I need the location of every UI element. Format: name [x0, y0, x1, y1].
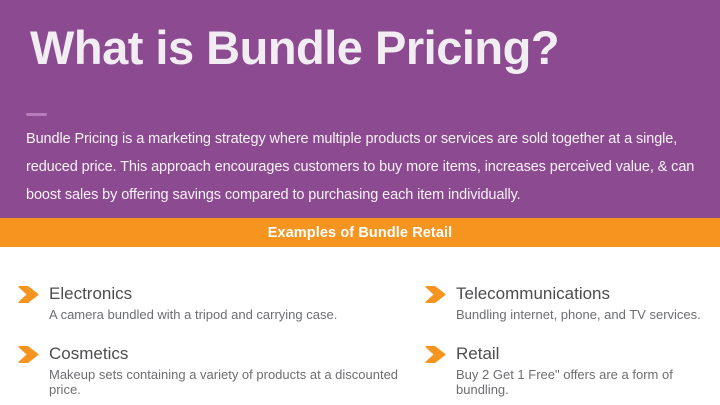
example-text: Cosmetics Makeup sets containing a varie… — [49, 345, 425, 397]
example-description: Makeup sets containing a variety of prod… — [49, 367, 399, 397]
example-item-retail: Retail Buy 2 Get 1 Free" offers are a fo… — [425, 345, 720, 397]
example-description: A camera bundled with a tripod and carry… — [49, 307, 338, 322]
chevron-right-icon — [425, 346, 446, 363]
section-banner-label: Examples of Bundle Retail — [267, 224, 453, 241]
example-item-electronics: Electronics A camera bundled with a trip… — [18, 285, 425, 322]
example-text: Retail Buy 2 Get 1 Free" offers are a fo… — [456, 345, 720, 397]
chevron-right-icon — [425, 286, 446, 303]
examples-grid: Electronics A camera bundled with a trip… — [0, 247, 720, 397]
example-description: Buy 2 Get 1 Free" offers are a form of b… — [456, 367, 673, 397]
intro-paragraph: Bundle Pricing is a marketing strategy w… — [26, 131, 695, 203]
title-underline-dash — [26, 113, 47, 116]
hero-section: What is Bundle Pricing? Bundle Pricing i… — [0, 0, 720, 218]
example-title: Telecommunications — [456, 284, 611, 303]
example-text: Telecommunications Bundling internet, ph… — [456, 285, 701, 322]
chevron-right-icon — [18, 286, 39, 303]
example-title: Cosmetics — [49, 344, 129, 363]
example-item-telecommunications: Telecommunications Bundling internet, ph… — [425, 285, 720, 322]
example-text: Electronics A camera bundled with a trip… — [49, 285, 337, 322]
chevron-right-icon — [18, 346, 39, 363]
example-description: Bundling internet, phone, and TV service… — [456, 307, 701, 322]
section-banner: Examples of Bundle Retail — [0, 218, 720, 247]
page-title: What is Bundle Pricing? — [30, 21, 560, 74]
example-title: Electronics — [49, 284, 133, 303]
example-title: Retail — [456, 344, 500, 363]
example-item-cosmetics: Cosmetics Makeup sets containing a varie… — [18, 345, 425, 397]
